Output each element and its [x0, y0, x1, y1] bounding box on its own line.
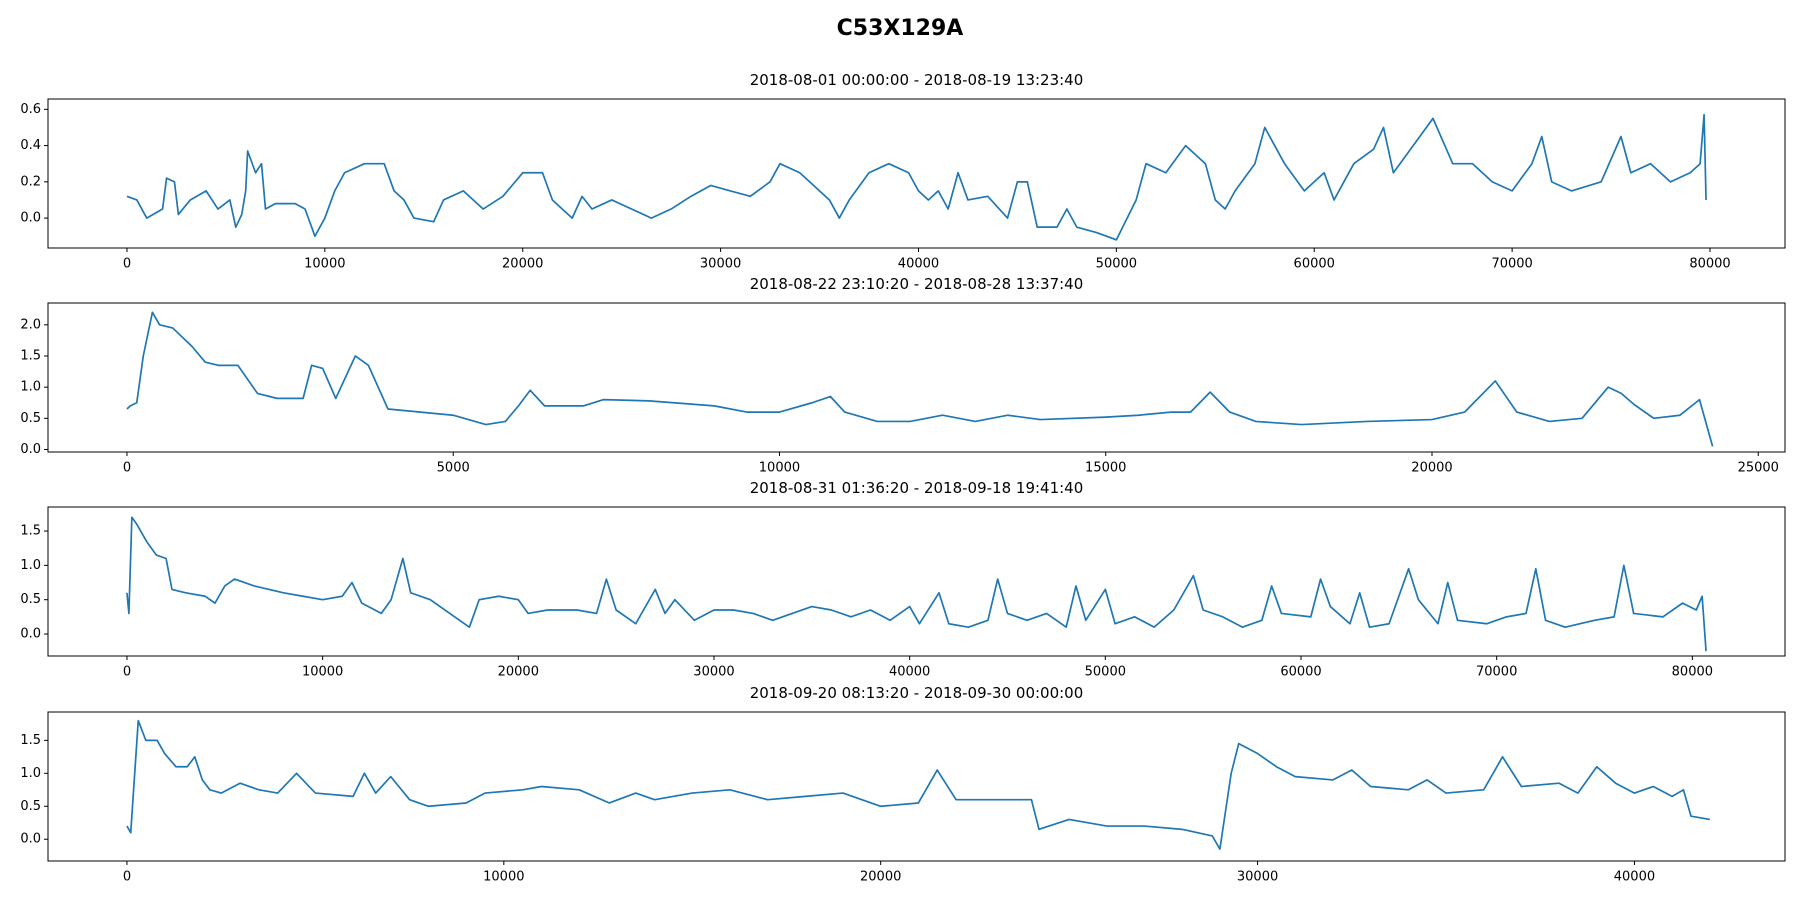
data-line: [126, 719, 1710, 850]
x-tick-label: 40000: [898, 257, 939, 272]
x-tick-label: 0: [123, 870, 131, 885]
axes-frame: [47, 98, 1786, 249]
x-tick-label: 50000: [1085, 665, 1126, 680]
x-tick-label: 50000: [1096, 257, 1137, 272]
x-tick-label: 10000: [302, 665, 343, 680]
y-tick-label: 1.0: [20, 558, 41, 573]
subplot-title: 2018-08-01 00:00:00 - 2018-08-19 13:23:4…: [750, 71, 1084, 89]
x-tick-label: 15000: [1085, 461, 1126, 476]
axes-frame: [47, 711, 1786, 862]
y-tick-label: 0.0: [20, 832, 41, 847]
plot-area: [126, 719, 1710, 850]
x-tick-label: 20000: [498, 665, 539, 680]
x-tick-label: 10000: [304, 257, 345, 272]
x-tick-label: 5000: [437, 461, 470, 476]
x-tick-label: 30000: [693, 665, 734, 680]
y-tick-label: 1.5: [20, 524, 41, 539]
data-line: [126, 113, 1707, 241]
subplot-title: 2018-08-31 01:36:20 - 2018-09-18 19:41:4…: [750, 479, 1084, 497]
y-tick-label: 0.4: [20, 138, 41, 153]
x-tick-label: 40000: [889, 665, 930, 680]
x-tick-label: 0: [123, 257, 131, 272]
x-tick-label: 0: [123, 461, 131, 476]
x-tick-label: 60000: [1294, 257, 1335, 272]
x-tick-label: 60000: [1280, 665, 1321, 680]
y-tick-label: 1.5: [20, 733, 41, 748]
x-tick-label: 0: [123, 665, 131, 680]
subplot-title: 2018-08-22 23:10:20 - 2018-08-28 13:37:4…: [750, 275, 1084, 293]
x-tick-label: 70000: [1491, 257, 1532, 272]
data-line: [126, 311, 1714, 447]
y-tick-label: 0.5: [20, 592, 41, 607]
plot-area: [126, 516, 1707, 652]
y-tick-label: 0.0: [20, 442, 41, 457]
x-tick-label: 30000: [700, 257, 741, 272]
x-tick-label: 40000: [1614, 870, 1655, 885]
y-tick-label: 0.0: [20, 211, 41, 226]
y-tick-label: 0.5: [20, 799, 41, 814]
data-line: [126, 516, 1707, 652]
subplot: 2018-08-01 00:00:00 - 2018-08-19 13:23:4…: [20, 71, 1786, 272]
y-tick-label: 1.0: [20, 380, 41, 395]
y-tick-label: 1.0: [20, 766, 41, 781]
axes-frame: [47, 506, 1786, 657]
y-tick-label: 0.6: [20, 102, 41, 117]
x-tick-label: 20000: [860, 870, 901, 885]
y-tick-label: 1.5: [20, 348, 41, 363]
plot-area: [126, 311, 1714, 447]
x-tick-label: 80000: [1672, 665, 1713, 680]
x-tick-label: 10000: [483, 870, 524, 885]
x-tick-label: 25000: [1738, 461, 1779, 476]
subplot: 2018-09-20 08:13:20 - 2018-09-30 00:00:0…: [20, 684, 1786, 885]
x-tick-label: 20000: [1411, 461, 1452, 476]
axes-frame: [47, 302, 1786, 453]
subplot-title: 2018-09-20 08:13:20 - 2018-09-30 00:00:0…: [750, 684, 1084, 702]
y-tick-label: 0.2: [20, 174, 41, 189]
y-tick-label: 2.0: [20, 317, 41, 332]
x-tick-label: 20000: [502, 257, 543, 272]
y-tick-label: 0.0: [20, 627, 41, 642]
x-tick-label: 80000: [1689, 257, 1730, 272]
subplot: 2018-08-22 23:10:20 - 2018-08-28 13:37:4…: [20, 275, 1786, 476]
plot-area: [126, 113, 1707, 241]
x-tick-label: 70000: [1476, 665, 1517, 680]
subplot: 2018-08-31 01:36:20 - 2018-09-18 19:41:4…: [20, 479, 1786, 680]
x-tick-label: 30000: [1237, 870, 1278, 885]
x-tick-label: 10000: [759, 461, 800, 476]
y-tick-label: 0.5: [20, 411, 41, 426]
figure-title: C53X129A: [837, 16, 964, 41]
